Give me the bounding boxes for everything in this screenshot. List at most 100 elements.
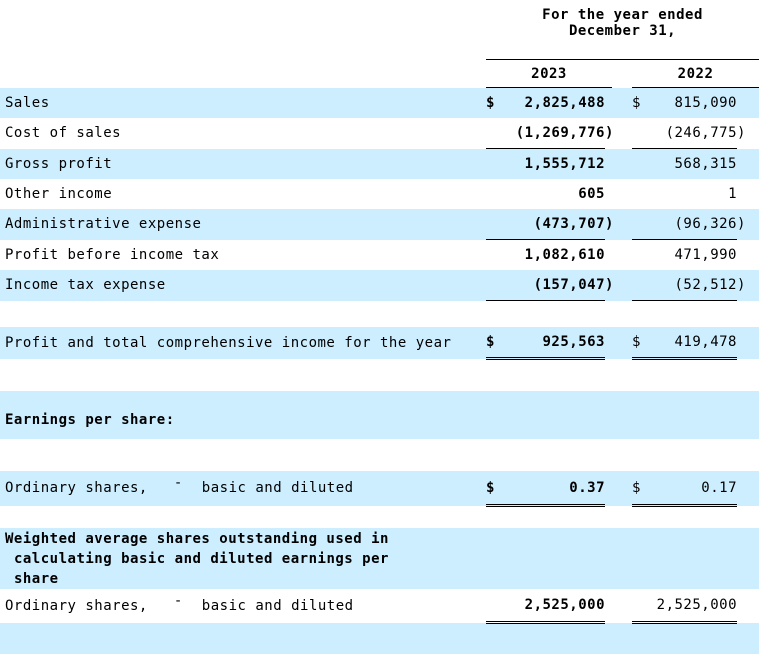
- value-2022: 568,315: [674, 156, 737, 172]
- column-gap: [612, 471, 632, 506]
- currency-symbol: $: [486, 334, 495, 350]
- hanging-paren-2023: [605, 88, 612, 119]
- value-2023-cell: 1,555,712: [486, 149, 605, 180]
- row-label: Sales: [0, 88, 486, 119]
- row-label: Profit and total comprehensive income fo…: [0, 327, 486, 359]
- currency-symbol: $: [486, 480, 495, 496]
- value-2022: 815,090: [674, 95, 737, 111]
- value-2022: 1: [728, 186, 737, 202]
- hanging-paren-2022: [737, 179, 744, 209]
- dash-separator: -: [174, 475, 183, 491]
- column-gap: [612, 118, 632, 149]
- blank-row: [0, 359, 759, 392]
- value-2022: 2,525,000: [657, 597, 737, 613]
- period-line2: December 31,: [486, 23, 759, 39]
- value-2022-cell: (96,326: [632, 209, 737, 240]
- table-row-eps-ordinary-shares: Ordinary shares,-basic and diluted $0.37…: [0, 471, 759, 506]
- value-2022: (52,512: [674, 277, 737, 293]
- table-row-gross-profit: Gross profit 1,555,712 568,315: [0, 149, 759, 180]
- hanging-paren-2023: [605, 179, 612, 209]
- value-2022-cell: 471,990: [632, 240, 737, 271]
- row-label: Gross profit: [0, 149, 486, 180]
- value-2022: 419,478: [674, 334, 737, 350]
- column-gap: [612, 327, 632, 359]
- value-2022-cell: 568,315: [632, 149, 737, 180]
- row-right-margin: [744, 327, 759, 359]
- column-gap: [612, 270, 632, 301]
- header-label-spacer: [0, 0, 486, 60]
- table-row-sales: Sales $2,825,488 $815,090: [0, 88, 759, 119]
- value-2022: 0.17: [701, 480, 737, 496]
- row-right-margin: [744, 149, 759, 180]
- row-label: Ordinary shares,-basic and diluted: [0, 471, 486, 506]
- hanging-paren-2022: [737, 327, 744, 359]
- hanging-paren-2022: [737, 88, 744, 119]
- blank-row: [0, 506, 759, 529]
- hanging-paren-2023: [605, 327, 612, 359]
- table-row-weighted-average-ordinary-shares: Ordinary shares,-basic and diluted 2,525…: [0, 589, 759, 623]
- row-right-margin: [744, 589, 759, 623]
- section-heading: Weighted average shares outstanding used…: [0, 528, 759, 589]
- value-2023-cell: 605: [486, 179, 605, 209]
- hanging-paren-2022: [737, 240, 744, 271]
- table-row-admin-expense: Administrative expense (473,707 ) (96,32…: [0, 209, 759, 240]
- currency-symbol: $: [486, 95, 495, 111]
- hanging-paren-2023: [605, 471, 612, 506]
- value-2023: 1,555,712: [525, 156, 605, 172]
- hanging-paren-2023: [605, 149, 612, 180]
- value-2022: 471,990: [674, 247, 737, 263]
- value-2023-cell: 1,082,610: [486, 240, 605, 271]
- value-2023: 605: [578, 186, 605, 202]
- value-2022-cell: 1: [632, 179, 737, 209]
- column-gap: [612, 589, 632, 623]
- column-gap: [612, 88, 632, 119]
- row-label: Cost of sales: [0, 118, 486, 149]
- value-2023: 925,563: [542, 334, 605, 350]
- hanging-paren-2022: [737, 149, 744, 180]
- value-2022-cell: (246,775: [632, 118, 737, 149]
- row-right-margin: [744, 88, 759, 119]
- row-right-margin: [744, 179, 759, 209]
- value-2023-cell: $0.37: [486, 471, 605, 506]
- row-label: Other income: [0, 179, 486, 209]
- blank-row: [0, 301, 759, 328]
- value-2023: 2,525,000: [525, 597, 605, 613]
- table-row-profit-before-tax: Profit before income tax 1,082,610 471,9…: [0, 240, 759, 271]
- hanging-paren-2023: ): [605, 270, 612, 301]
- period-line1: For the year ended: [486, 7, 759, 23]
- currency-symbol: $: [632, 334, 641, 350]
- column-gap: [612, 60, 632, 88]
- year-2022-header: 2022: [632, 60, 759, 88]
- value-2023-cell: 2,525,000: [486, 589, 605, 623]
- blank-row: [0, 439, 759, 471]
- column-gap: [612, 149, 632, 180]
- section-heading: Earnings per share:: [0, 391, 759, 439]
- value-2022-cell: (52,512: [632, 270, 737, 301]
- row-right-margin: [744, 118, 759, 149]
- value-2023-cell: (157,047: [486, 270, 605, 301]
- table-header-period-row: For the year ended December 31,: [0, 0, 759, 60]
- hanging-paren-2023: ): [605, 118, 612, 149]
- hanging-paren-2022: ): [737, 118, 744, 149]
- row-right-margin: [744, 240, 759, 271]
- year-2023-header: 2023: [486, 60, 612, 88]
- row-label: Administrative expense: [0, 209, 486, 240]
- column-gap: [612, 240, 632, 271]
- header-label-spacer: [0, 60, 486, 88]
- table-row-income-tax: Income tax expense (157,047 ) (52,512 ): [0, 270, 759, 301]
- value-2022: (246,775: [666, 125, 737, 141]
- row-label: Income tax expense: [0, 270, 486, 301]
- value-2022-cell: $0.17: [632, 471, 737, 506]
- table-row-total-profit: Profit and total comprehensive income fo…: [0, 327, 759, 359]
- row-label-suffix: basic and diluted: [202, 598, 354, 614]
- value-2023-cell: (473,707: [486, 209, 605, 240]
- hanging-paren-2022: [737, 589, 744, 623]
- value-2023: 1,082,610: [525, 247, 605, 263]
- column-gap: [612, 209, 632, 240]
- value-2022-cell: $419,478: [632, 327, 737, 359]
- row-right-margin: [744, 209, 759, 240]
- value-2022-cell: $815,090: [632, 88, 737, 119]
- row-label: Ordinary shares,-basic and diluted: [0, 589, 486, 623]
- value-2023: (1,269,776: [516, 125, 605, 141]
